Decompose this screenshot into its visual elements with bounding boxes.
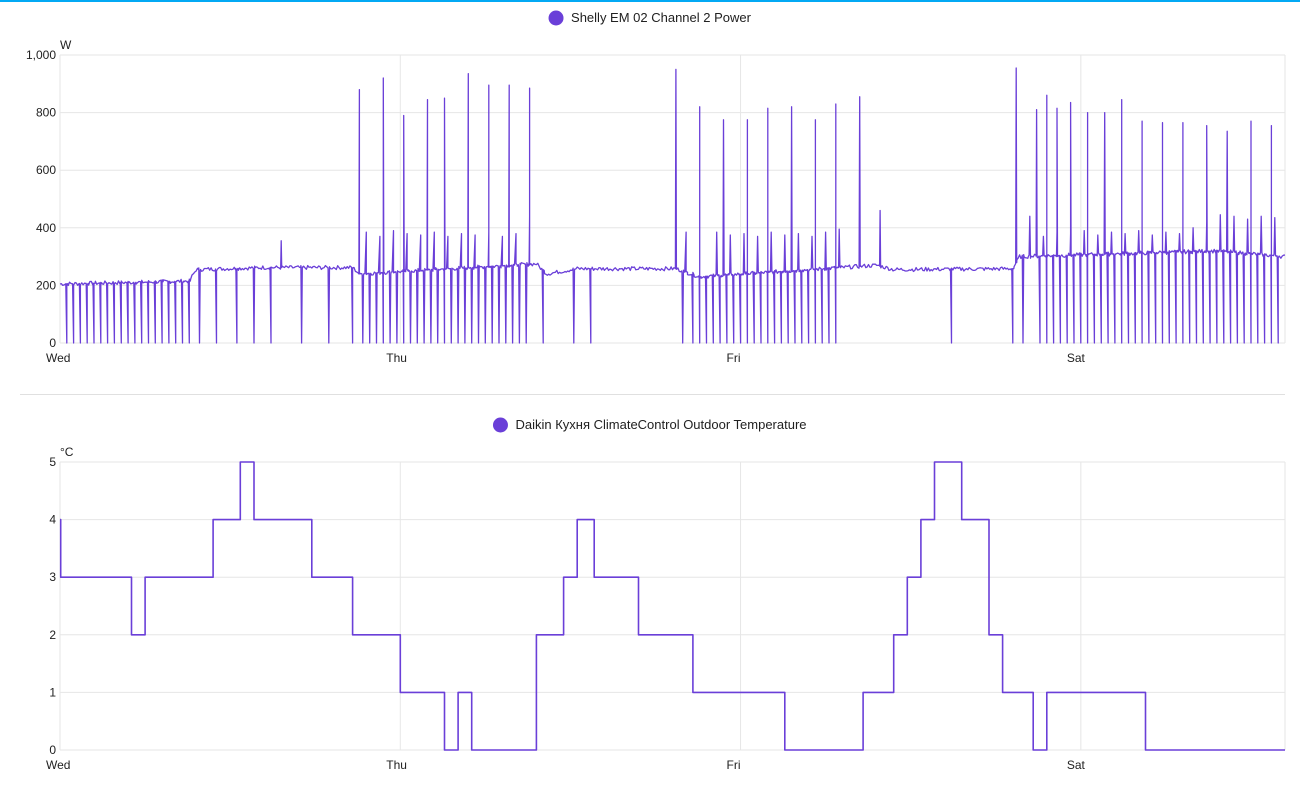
y-tick-label: 600 <box>36 163 56 177</box>
y-tick-label: 5 <box>49 455 56 469</box>
power-chart-svg: 0 200 400 600 800 1,000 Wed Thu Fri Sat W Shelly EM… <box>26 10 1286 365</box>
legend-label: Daikin Кухня ClimateControl Outdoor Temp… <box>515 417 806 432</box>
y-tick-label: 200 <box>36 278 56 292</box>
y-tick-label: 3 <box>49 570 56 584</box>
y-axis-unit: W <box>60 38 72 52</box>
x-tick-label: Wed <box>46 351 70 365</box>
legend-dot <box>492 417 508 433</box>
y-tick-label: 0 <box>49 336 56 350</box>
y-tick-label: 800 <box>36 106 56 120</box>
power-chart: 0 200 400 600 800 1,000 Wed Thu Fri Sat W Shelly EM… <box>0 0 1300 390</box>
y-tick-label: 1,000 <box>26 48 56 62</box>
series-line <box>59 67 1286 344</box>
y-tick-label: 0 <box>49 743 56 757</box>
y-tick-label: 2 <box>49 628 56 642</box>
chart-divider <box>20 394 1285 395</box>
x-tick-label: Sat <box>1067 351 1086 365</box>
y-tick-label: 4 <box>49 513 56 527</box>
series-line <box>59 461 1285 751</box>
x-tick-label: Fri <box>727 758 741 772</box>
legend-dot <box>548 10 564 26</box>
x-tick-label: Sat <box>1067 758 1086 772</box>
y-tick-label: 400 <box>36 221 56 235</box>
top-accent-bar <box>0 0 1300 2</box>
x-tick-label: Wed <box>46 758 70 772</box>
temperature-chart-svg: 0 1 2 3 4 5 Wed Thu Fri Sat °C Daikin Кухня Climate… <box>46 417 1286 772</box>
x-tick-label: Thu <box>386 758 407 772</box>
legend-label: Shelly EM 02 Channel 2 Power <box>571 10 752 25</box>
x-tick-label: Fri <box>727 351 741 365</box>
y-tick-label: 1 <box>49 685 56 699</box>
temperature-chart: 0 1 2 3 4 5 Wed Thu Fri Sat °C Daikin Кухня Climate… <box>0 400 1300 791</box>
x-tick-label: Thu <box>386 351 407 365</box>
y-axis-unit: °C <box>60 445 74 459</box>
